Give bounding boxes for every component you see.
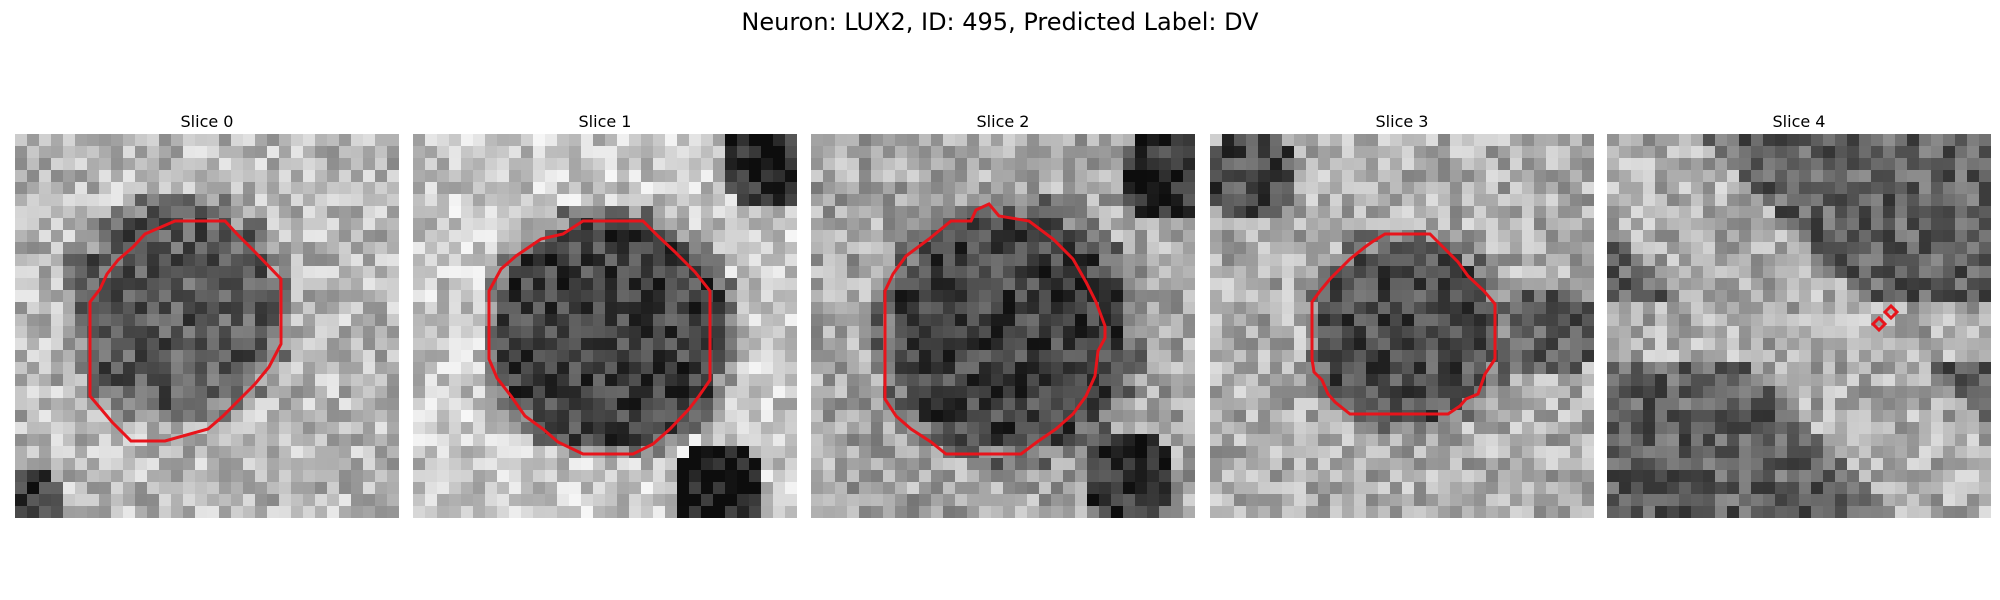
slice-image — [1607, 134, 1991, 518]
slice-panel-1: Slice 1 — [413, 110, 797, 518]
slice-panel-4: Slice 4 — [1607, 110, 1991, 518]
slice-panel-0: Slice 0 — [15, 110, 399, 518]
roi-contour — [88, 219, 283, 443]
slice-panel-3: Slice 3 — [1210, 110, 1594, 518]
slice-title: Slice 1 — [578, 112, 632, 131]
slice-title: Slice 0 — [180, 112, 234, 131]
slice-image — [15, 134, 399, 518]
slice-image — [811, 134, 1195, 518]
slice-title: Slice 2 — [976, 112, 1030, 131]
roi-contour — [1870, 303, 1900, 333]
slice-image — [413, 134, 797, 518]
slice-image — [1210, 134, 1594, 518]
slice-panel-2: Slice 2 — [811, 110, 1195, 518]
roi-contour — [883, 202, 1107, 456]
figure-title: Neuron: LUX2, ID: 495, Predicted Label: … — [741, 8, 1259, 36]
slice-title: Slice 4 — [1772, 112, 1826, 131]
slice-title: Slice 3 — [1375, 112, 1429, 131]
roi-contour — [487, 219, 712, 456]
roi-contour — [1310, 232, 1497, 416]
